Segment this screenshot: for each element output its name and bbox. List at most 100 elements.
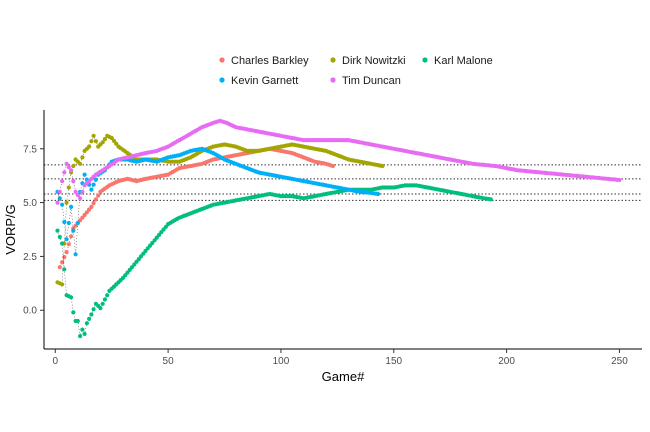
- point: [60, 179, 65, 184]
- legend-item-4: Tim Duncan: [330, 75, 401, 87]
- point: [60, 260, 65, 265]
- point: [91, 307, 96, 312]
- y-axis-title: VORP/G: [3, 204, 18, 255]
- legend-item-3: Kevin Garnett: [219, 75, 298, 87]
- point: [82, 172, 87, 177]
- point: [64, 161, 69, 166]
- point: [55, 200, 60, 205]
- point: [64, 250, 69, 255]
- legend-item-0: Charles Barkley: [219, 55, 309, 67]
- legend-swatch: [219, 77, 225, 83]
- point: [66, 220, 71, 226]
- point: [66, 242, 71, 247]
- legend-label: Dirk Nowitzki: [342, 55, 406, 67]
- point: [114, 141, 119, 146]
- point: [71, 228, 76, 233]
- point: [66, 185, 71, 190]
- series-3: [55, 146, 381, 257]
- point: [62, 267, 67, 272]
- point: [75, 192, 80, 198]
- point: [80, 155, 85, 160]
- point: [75, 220, 80, 226]
- point: [71, 163, 76, 169]
- point: [109, 135, 114, 141]
- point: [71, 179, 76, 184]
- point: [78, 334, 83, 339]
- point: [98, 306, 103, 311]
- point: [80, 189, 85, 194]
- x-tick-label: 150: [385, 356, 402, 367]
- point: [78, 161, 83, 166]
- point: [60, 241, 65, 246]
- point: [62, 219, 67, 225]
- y-tick-label: 2.5: [23, 252, 37, 263]
- series-layer: [55, 118, 622, 339]
- point: [91, 182, 96, 187]
- point: [89, 312, 94, 317]
- point: [57, 189, 62, 194]
- point: [73, 252, 78, 257]
- point: [100, 140, 105, 145]
- point: [55, 228, 60, 233]
- y-tick-label: 5.0: [23, 198, 37, 209]
- point: [82, 331, 87, 336]
- point: [69, 295, 74, 300]
- point: [87, 144, 92, 149]
- point: [57, 265, 62, 270]
- point: [78, 196, 83, 201]
- point: [330, 163, 335, 169]
- legend-swatch: [330, 57, 336, 63]
- point: [66, 165, 71, 170]
- series-4: [55, 118, 622, 205]
- legend: Charles Barkley Dirk Nowitzki Karl Malone K…: [219, 55, 493, 87]
- point: [64, 237, 69, 242]
- point: [64, 200, 69, 205]
- series-trace-2: [57, 185, 491, 337]
- point: [57, 234, 62, 240]
- legend-label: Karl Malone: [434, 55, 493, 67]
- point: [105, 293, 110, 298]
- point: [89, 187, 94, 192]
- legend-swatch: [422, 57, 428, 63]
- point: [102, 297, 107, 302]
- x-tick-label: 0: [53, 356, 59, 367]
- point: [96, 193, 101, 198]
- x-tick-label: 50: [163, 356, 175, 367]
- series-2: [55, 183, 493, 339]
- point: [84, 321, 89, 326]
- point: [87, 316, 92, 321]
- x-tick-label: 250: [611, 356, 628, 367]
- point: [617, 177, 622, 183]
- point: [100, 301, 105, 306]
- x-tick-label: 200: [498, 356, 515, 367]
- point: [75, 318, 80, 324]
- legend-swatch: [219, 57, 225, 63]
- legend-swatch: [330, 77, 336, 83]
- point: [69, 234, 74, 239]
- legend-label: Kevin Garnett: [231, 75, 298, 87]
- x-tick-label: 100: [273, 356, 290, 367]
- point: [91, 201, 96, 206]
- point: [71, 310, 76, 315]
- point: [60, 202, 65, 207]
- y-tick-label: 7.5: [23, 144, 37, 155]
- axes: 0 50 100 150 200 250 0.0 2.5 5.0 7.5: [23, 110, 642, 367]
- point: [102, 137, 107, 142]
- point: [69, 168, 74, 173]
- point: [62, 170, 67, 175]
- point: [375, 191, 381, 197]
- point: [93, 139, 98, 144]
- point: [69, 204, 74, 209]
- point: [80, 327, 85, 332]
- point: [91, 133, 96, 138]
- y-tick-label: 0.0: [23, 306, 37, 317]
- point: [93, 197, 98, 202]
- reference-lines: [44, 164, 642, 201]
- legend-item-2: Karl Malone: [422, 55, 493, 67]
- point: [73, 189, 78, 194]
- point: [89, 139, 94, 144]
- point: [93, 177, 98, 182]
- point: [57, 196, 62, 201]
